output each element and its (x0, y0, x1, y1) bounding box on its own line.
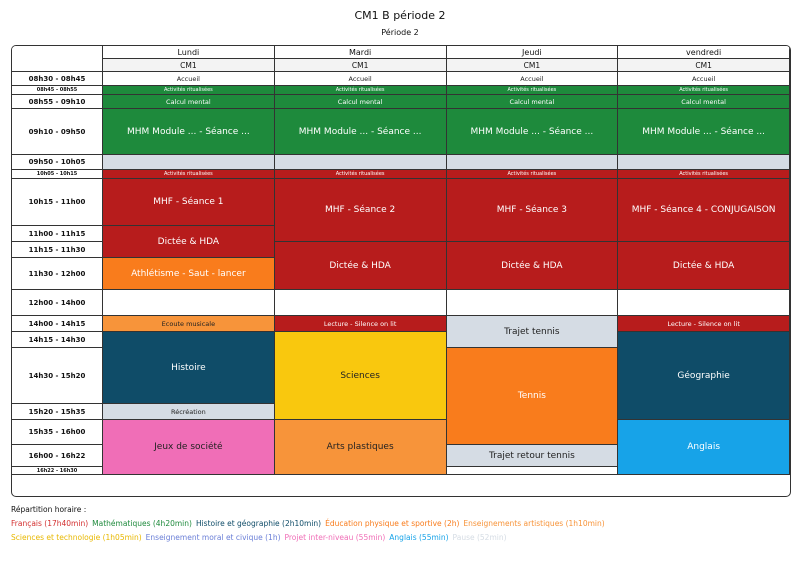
time-slot-label: 08h55 - 09h10 (12, 95, 103, 109)
timetable-event[interactable]: Activités ritualisées (103, 86, 275, 95)
legend: Répartition horaire : Français (17h40min… (11, 503, 791, 545)
corner-cell (12, 46, 103, 72)
timetable-event[interactable]: MHF - Séance 4 - CONJUGAISON (618, 179, 790, 242)
class-header: CM1 (446, 59, 619, 72)
timetable-event[interactable]: Dictée & HDA (446, 242, 619, 290)
timetable-event[interactable]: Sciences (274, 332, 447, 420)
timetable-event[interactable]: Accueil (446, 72, 619, 86)
timetable-event[interactable]: Athlétisme - Saut - lancer (103, 258, 275, 290)
timetable-event[interactable]: Géographie (618, 332, 790, 420)
timetable-event[interactable] (446, 155, 619, 170)
class-header: CM1 (274, 59, 447, 72)
timetable-event[interactable] (446, 467, 619, 475)
timetable-event[interactable]: Dictée & HDA (274, 242, 447, 290)
timetable-event[interactable]: Trajet tennis (446, 316, 619, 348)
timetable-event[interactable]: Activités ritualisées (446, 86, 619, 95)
timetable-event[interactable] (103, 155, 275, 170)
timetable-grid: Lundi CM1 Mardi CM1 Jeudi CM1 vendredi CM1 08h30… (11, 45, 791, 497)
timetable-event[interactable]: Accueil (103, 72, 275, 86)
time-slot-label: 12h00 - 14h00 (12, 290, 103, 316)
timetable-event[interactable]: Activités ritualisées (618, 86, 790, 95)
legend-item: Projet inter-niveau (55min) (284, 533, 386, 542)
timetable-event[interactable]: Ecoute musicale (103, 316, 275, 332)
time-slot-label: 11h00 - 11h15 (12, 226, 103, 242)
time-slot-label: 14h00 - 14h15 (12, 316, 103, 332)
timetable-event[interactable]: Dictée & HDA (618, 242, 790, 290)
timetable-event[interactable] (618, 155, 790, 170)
time-slot-label: 10h15 - 11h00 (12, 179, 103, 226)
time-slot-label: 09h50 - 10h05 (12, 155, 103, 170)
timetable-event[interactable]: Accueil (618, 72, 790, 86)
timetable-event[interactable]: MHF - Séance 3 (446, 179, 619, 242)
legend-item: Sciences et technologie (1h05min) (11, 533, 142, 542)
legend-item: Anglais (55min) (389, 533, 449, 542)
timetable-event[interactable]: Histoire (103, 332, 275, 404)
timetable-event[interactable] (274, 290, 447, 316)
time-slot-label: 14h30 - 15h20 (12, 348, 103, 404)
class-header: CM1 (103, 59, 275, 72)
timetable-event[interactable]: MHM Module ... - Séance ... (103, 109, 275, 155)
timetable-event[interactable]: Calcul mental (274, 95, 447, 109)
legend-item: Enseignement moral et civique (1h) (145, 533, 281, 542)
timetable-event[interactable] (446, 290, 619, 316)
timetable-event[interactable]: MHF - Séance 2 (274, 179, 447, 242)
timetable-event[interactable]: Activités ritualisées (446, 170, 619, 179)
timetable-event[interactable]: Récréation (103, 404, 275, 420)
timetable-event[interactable]: MHM Module ... - Séance ... (446, 109, 619, 155)
legend-items: Français (17h40min) Mathématiques (4h20mi… (11, 519, 609, 542)
timetable-event[interactable]: Activités ritualisées (274, 86, 447, 95)
timetable-event[interactable]: Anglais (618, 420, 790, 475)
time-slot-label: 10h05 - 10h15 (12, 170, 103, 179)
page-subtitle: Période 2 (381, 28, 419, 37)
timetable-event[interactable]: Calcul mental (103, 95, 275, 109)
class-header: CM1 (618, 59, 790, 72)
timetable-event[interactable]: MHF - Séance 1 (103, 179, 275, 226)
timetable-event[interactable]: Tennis (446, 348, 619, 445)
timetable-event[interactable]: MHM Module ... - Séance ... (618, 109, 790, 155)
timetable-event[interactable] (274, 155, 447, 170)
time-slot-label: 09h10 - 09h50 (12, 109, 103, 155)
timetable-event[interactable]: Dictée & HDA (103, 226, 275, 258)
time-slot-label: 15h20 - 15h35 (12, 404, 103, 420)
legend-item: Histoire et géographie (2h10min) (195, 519, 322, 528)
timetable-event[interactable]: Accueil (274, 72, 447, 86)
time-slot-label: 11h15 - 11h30 (12, 242, 103, 258)
time-slot-label: 08h45 - 08h55 (12, 86, 103, 95)
timetable-event[interactable]: Jeux de société (103, 420, 275, 475)
legend-item: Français (17h40min) (11, 519, 89, 528)
timetable-event[interactable]: Calcul mental (618, 95, 790, 109)
legend-item: Éducation physique et sportive (2h) (325, 519, 460, 528)
day-header: Lundi (103, 46, 275, 59)
time-slot-label: 16h22 - 16h30 (12, 467, 103, 475)
timetable-event[interactable]: Trajet retour tennis (446, 445, 619, 467)
timetable-event[interactable]: Calcul mental (446, 95, 619, 109)
day-header: vendredi (618, 46, 790, 59)
legend-item: Enseignements artistiques (1h10min) (463, 519, 605, 528)
timetable-event[interactable]: MHM Module ... - Séance ... (274, 109, 447, 155)
timetable-event[interactable]: Arts plastiques (274, 420, 447, 475)
timetable-event[interactable]: Activités ritualisées (618, 170, 790, 179)
day-header: Jeudi (446, 46, 619, 59)
timetable-event[interactable]: Lecture - Silence on lit (618, 316, 790, 332)
legend-title: Répartition horaire : (11, 505, 87, 514)
page-title: CM1 B période 2 (354, 9, 446, 22)
time-slot-label: 11h30 - 12h00 (12, 258, 103, 290)
timetable-event[interactable] (103, 290, 275, 316)
time-slot-label: 16h00 - 16h22 (12, 445, 103, 467)
legend-item: Pause (52min) (452, 533, 507, 542)
timetable-event[interactable] (618, 290, 790, 316)
time-slot-label: 15h35 - 16h00 (12, 420, 103, 445)
timetable-event[interactable]: Lecture - Silence on lit (274, 316, 447, 332)
day-header: Mardi (274, 46, 447, 59)
time-slot-label: 08h30 - 08h45 (12, 72, 103, 86)
timetable-event[interactable]: Activités ritualisées (103, 170, 275, 179)
legend-item: Mathématiques (4h20min) (92, 519, 192, 528)
time-slot-label: 14h15 - 14h30 (12, 332, 103, 348)
timetable-event[interactable]: Activités ritualisées (274, 170, 447, 179)
